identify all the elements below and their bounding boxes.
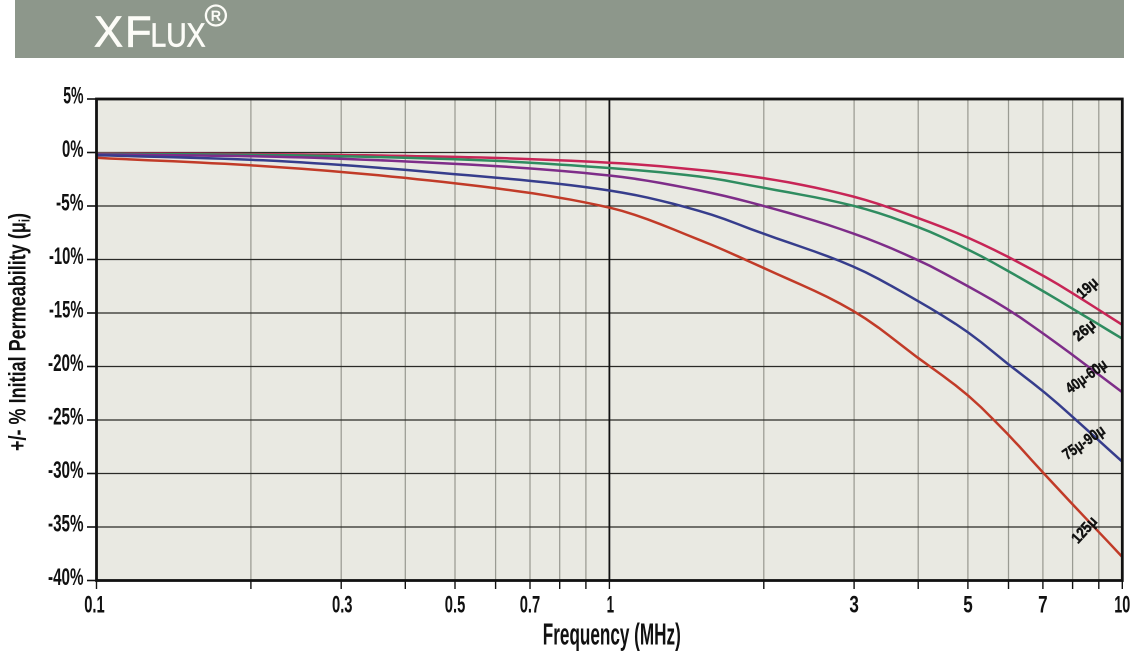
svg-text:5: 5 bbox=[963, 592, 973, 619]
svg-text:LUX: LUX bbox=[151, 17, 206, 54]
svg-text:Frequency (MHz): Frequency (MHz) bbox=[543, 618, 681, 651]
svg-text:R: R bbox=[211, 8, 221, 24]
svg-text:-35%: -35% bbox=[48, 511, 84, 538]
svg-text:-5%: -5% bbox=[56, 190, 84, 217]
svg-text:1: 1 bbox=[607, 592, 615, 619]
svg-text:0.5: 0.5 bbox=[445, 592, 466, 619]
svg-text:-15%: -15% bbox=[49, 297, 84, 324]
svg-text:0.3: 0.3 bbox=[332, 592, 353, 619]
svg-text:-40%: -40% bbox=[48, 564, 84, 591]
svg-text:XF: XF bbox=[94, 9, 154, 57]
svg-text:0%: 0% bbox=[62, 136, 84, 163]
svg-text:0.1: 0.1 bbox=[84, 592, 105, 619]
svg-text:-20%: -20% bbox=[48, 350, 84, 377]
svg-text:-25%: -25% bbox=[48, 404, 84, 431]
svg-text:0.7: 0.7 bbox=[520, 592, 541, 619]
svg-text:+/- % Initial Permeability (μi: +/- % Initial Permeability (μi) bbox=[5, 213, 34, 451]
svg-text:-10%: -10% bbox=[49, 243, 84, 270]
svg-text:-30%: -30% bbox=[48, 457, 84, 484]
svg-text:3: 3 bbox=[849, 592, 859, 619]
svg-text:7: 7 bbox=[1038, 592, 1048, 619]
svg-text:5%: 5% bbox=[63, 83, 83, 110]
svg-text:10: 10 bbox=[1114, 592, 1130, 619]
